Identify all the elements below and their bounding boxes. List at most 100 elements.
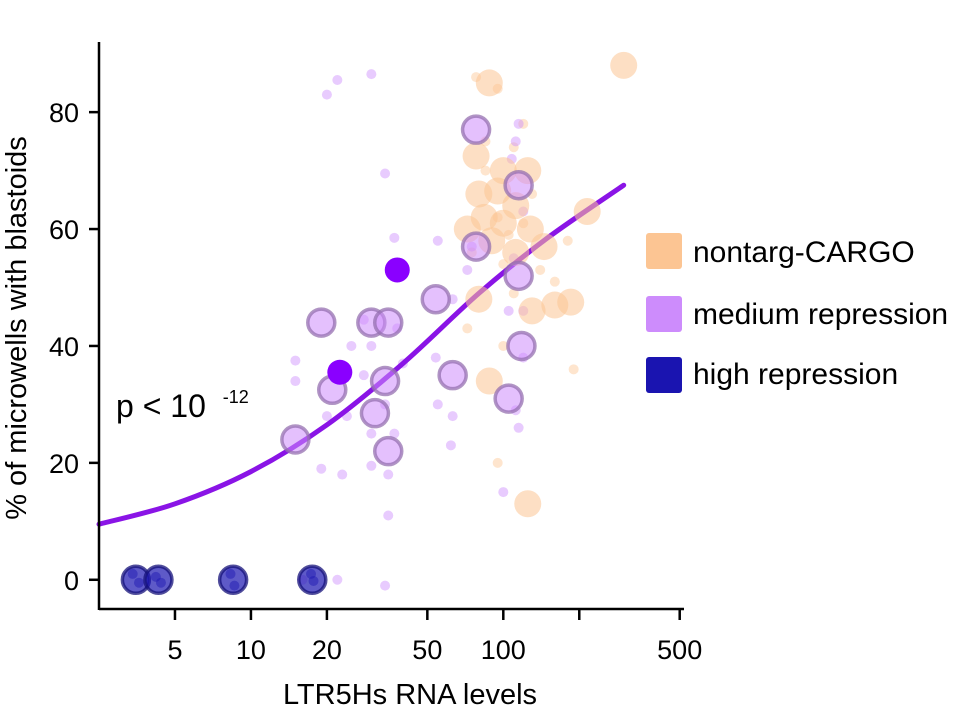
medium-repression-replicates-point [366,428,377,439]
x-tick-label: 500 [657,635,702,665]
axes [97,42,684,611]
medium-repression-highlighted-mean-point [327,359,353,385]
medium-repression-replicates-point [498,487,509,498]
medium-repression-replicates-point [337,469,348,480]
medium-repression-mean-point [359,397,391,429]
medium-repression-mean-point [437,359,468,391]
x-axis-label: LTR5Hs RNA levels [283,679,537,711]
medium-repression-replicates-point [358,370,369,381]
medium-repression-mean-point [503,169,534,201]
legend: nontarg-CARGO medium repression high rep… [646,233,948,393]
medium-repression-replicates-point [332,74,343,85]
medium-repression-replicates-point [321,411,332,422]
legend-swatch-medium-repression [646,296,682,332]
medium-repression-highlighted-mean-point [384,257,410,283]
medium-repression-mean-point [369,365,401,397]
legend-label-medium-repression: medium repression [693,298,948,331]
y-tick-label: 20 [49,449,79,479]
medium-repression-replicates-point [432,399,443,410]
nontarg-cargo-mean-point [475,69,503,97]
medium-repression-replicates-point [513,422,524,433]
medium-repression-replicates-point [513,118,524,129]
legend-label-nontarg-cargo: nontarg-CARGO [693,236,915,269]
medium-repression-mean-point [306,307,337,338]
nontarg-cargo-mean-point [573,198,601,226]
nontarg-cargo-mean-point [489,209,517,237]
nontarg-cargo-replicates-point [568,364,579,375]
p-value-annotation: p < 10 -12 [116,387,249,424]
nontarg-cargo-mean-point [475,367,503,395]
medium-repression-replicates-point [321,89,332,100]
x-tick-label: 20 [312,635,342,665]
p-value-text: p < 10 [116,388,206,424]
nontarg-cargo-mean-point [518,297,546,325]
legend-label-high-repression: high repression [693,358,898,391]
nontarg-cargo-mean-point [557,288,585,316]
nontarg-cargo-mean-point [610,51,638,79]
high-repression-mean-point [217,564,249,596]
medium-repression-replicates-point [366,460,377,471]
medium-repression-mean-point [372,435,404,467]
nontarg-cargo-mean-point [502,238,530,266]
nontarg-cargo-replicates-point [492,457,503,468]
p-value-exponent: -12 [223,387,249,407]
nontarg-cargo-replicates-point [508,142,519,153]
medium-repression-mean-point [280,424,311,455]
medium-repression-mean-point [503,260,534,292]
medium-repression-replicates-point [383,469,394,480]
medium-repression-replicates-point [389,232,400,243]
medium-repression-mean-point [460,114,492,145]
medium-repression-replicates-point [445,440,456,451]
medium-repression-replicates-point [432,235,443,246]
high-repression-mean-point [297,564,328,596]
medium-repression-replicates-point [380,168,391,179]
nontarg-cargo-replicates-point [498,259,509,270]
medium-repression-replicates-point [503,305,514,316]
legend-swatch-nontarg-cargo [646,233,682,269]
x-ticks: 5 10 20 50 100 500 [167,609,702,665]
x-tick-label: 10 [236,635,266,665]
nontarg-cargo-replicates-point [535,264,546,275]
x-tick-label: 5 [167,635,182,665]
y-tick-label: 40 [49,332,79,362]
nontarg-cargo-mean-point [530,233,558,261]
medium-repression-replicates-point [366,340,377,351]
nontarg-cargo-replicates-point [549,276,560,287]
nontarg-cargo-replicates-point [462,323,473,334]
y-tick-label: 0 [64,566,79,596]
replicate-points-layer [127,69,579,591]
mean-points-layer [120,51,638,596]
medium-repression-replicates-point [389,428,400,439]
nontarg-cargo-replicates-point [562,235,573,246]
medium-repression-mean-point [420,283,452,315]
medium-repression-replicates-point [316,463,327,474]
y-tick-label: 80 [49,98,79,128]
x-tick-label: 50 [412,635,442,665]
medium-repression-replicates-point [290,355,301,366]
medium-repression-replicates-point [383,510,394,521]
y-axis-label: % of microwells with blastoids [1,136,33,520]
medium-repression-replicates-point [510,136,521,147]
legend-swatch-high-repression [646,357,682,393]
medium-repression-mean-point [372,307,404,338]
medium-repression-mean-point [506,330,537,362]
medium-repression-replicates-point [462,264,473,275]
medium-repression-replicates-point [346,340,357,351]
medium-repression-replicates-point [332,574,343,585]
medium-repression-replicates-point [380,580,391,591]
y-ticks: 0 20 40 60 80 [49,98,99,596]
nontarg-cargo-mean-point [462,142,490,170]
nontarg-cargo-replicates-point [480,165,491,176]
nontarg-cargo-replicates-point [498,340,509,351]
high-repression-mean-point [143,564,174,596]
medium-repression-replicates-point [430,352,441,363]
x-tick-label: 100 [481,635,526,665]
medium-repression-mean-point [493,383,524,414]
medium-repression-replicates-point [366,69,377,80]
nontarg-cargo-mean-point [514,490,542,518]
medium-repression-mean-point [460,231,492,262]
medium-repression-replicates-point [447,411,458,422]
nontarg-cargo-mean-point [465,285,493,313]
medium-repression-replicates-point [290,376,301,387]
